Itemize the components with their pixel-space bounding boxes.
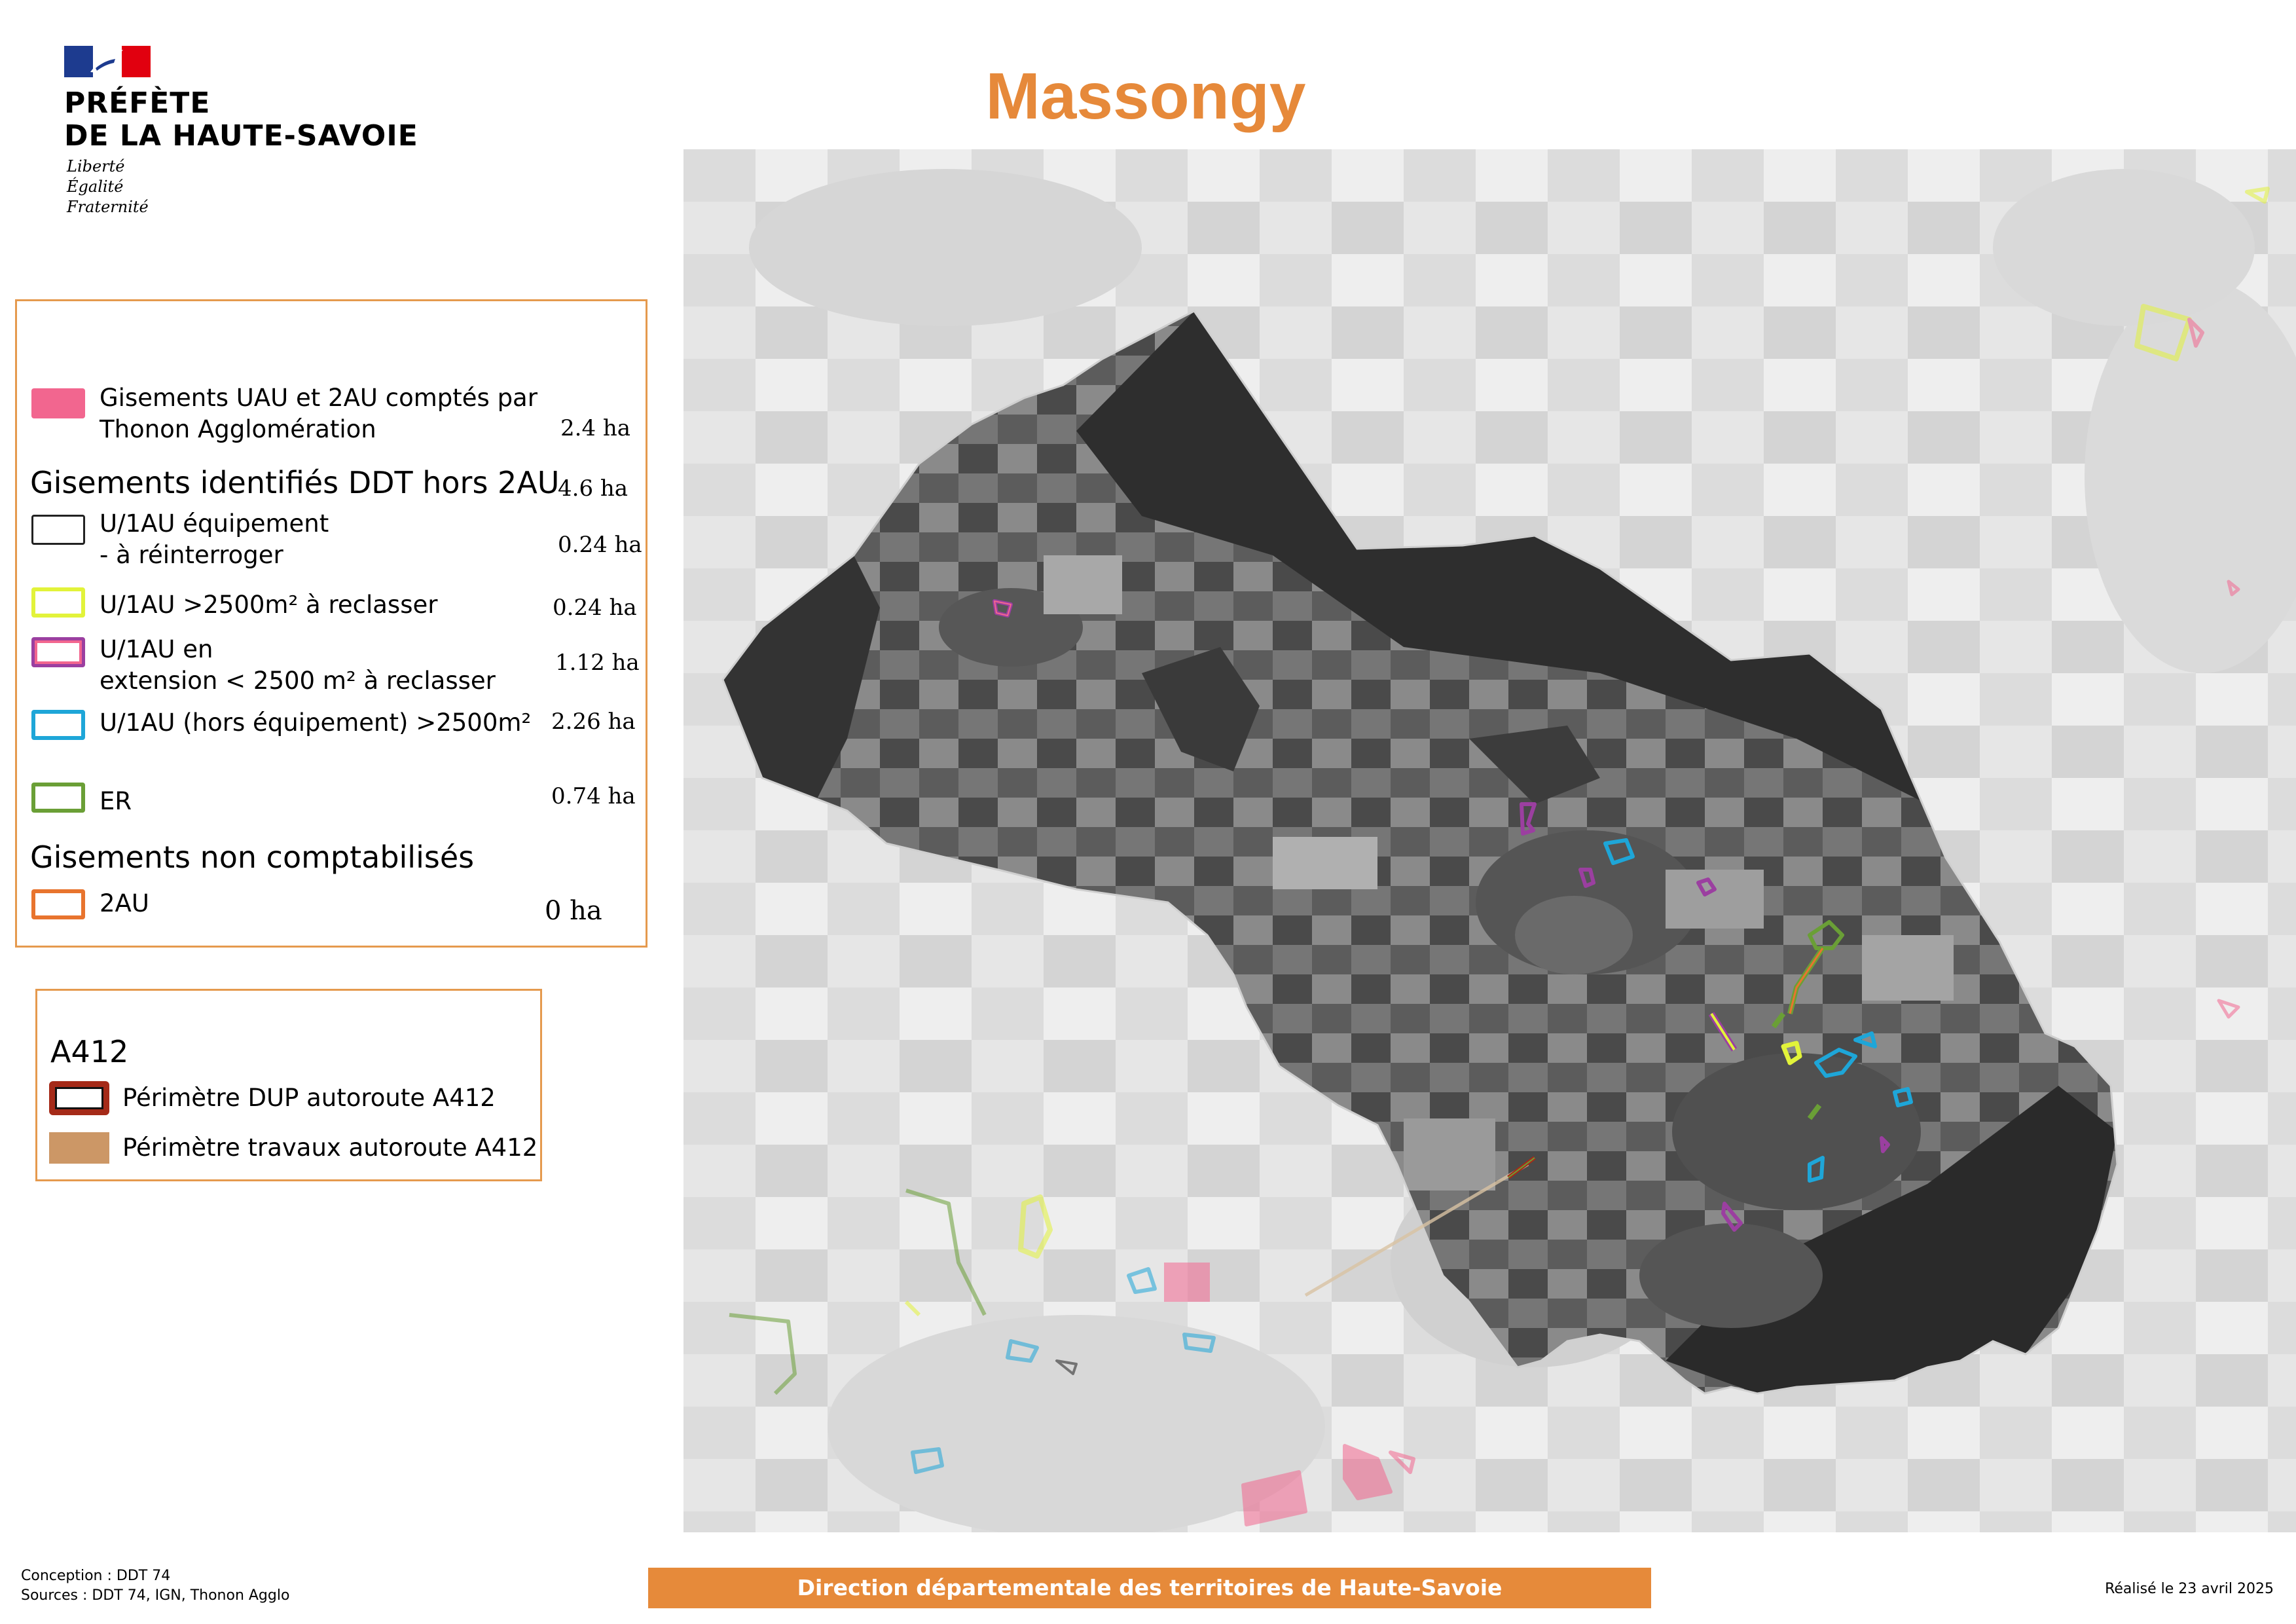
legend-a412-panel: A412 Périmètre DUP autoroute A412 Périmè… — [35, 989, 542, 1181]
legend-label-travaux: Périmètre travaux autoroute A412 — [122, 1134, 538, 1162]
motto-fraternite: Fraternité — [67, 198, 149, 216]
legend-label-equipement-line2: - à réinterroger — [100, 541, 283, 569]
conception-credit: Conception : DDT 74 — [21, 1568, 171, 1584]
prefecture-name-line2: DE LA HAUTE-SAVOIE — [64, 119, 418, 153]
legend-label-equipement-line1: U/1AU équipement — [100, 509, 329, 538]
prefecture-name-line1: PRÉFÈTE — [64, 86, 211, 120]
orthophoto-map — [683, 149, 2296, 1532]
legend-label-reclasser: U/1AU >2500m² à reclasser — [100, 591, 438, 619]
legend-value-2au: 0 ha — [545, 896, 602, 926]
legend-swatch-travaux — [49, 1132, 109, 1164]
legend-value-hors-equipement: 2.26 ha — [551, 709, 636, 735]
legend-label-hors-equipement: U/1AU (hors équipement) >2500m² — [100, 709, 532, 737]
credits: Conception : DDT 74 Sources : DDT 74, IG… — [21, 1566, 289, 1606]
sources-credit: Sources : DDT 74, IGN, Thonon Agglo — [21, 1587, 290, 1604]
legend-swatch-thonon-fill — [31, 388, 85, 418]
legend-value-reclasser: 0.24 ha — [553, 595, 637, 621]
legend-label-dup: Périmètre DUP autoroute A412 — [122, 1084, 496, 1112]
legend-value-extension: 1.12 ha — [555, 650, 640, 676]
legend-value-thonon: 2.4 ha — [560, 415, 631, 441]
legend-label-extension-line1: U/1AU en — [100, 635, 213, 663]
legend-swatch-dup — [49, 1081, 109, 1115]
legend-label-er: ER — [100, 787, 132, 815]
legend-swatch-extension — [31, 637, 85, 667]
legend-swatch-reclasser — [31, 587, 85, 618]
legend-value-equipement: 0.24 ha — [558, 532, 642, 558]
map-title: Massongy — [985, 60, 1306, 133]
legend-swatch-2au — [31, 889, 85, 919]
marianne-flag-icon — [64, 46, 151, 77]
legend-label-thonon-line2: Thonon Agglomération — [100, 415, 376, 443]
map-view[interactable] — [683, 149, 2296, 1532]
motto-egalite: Égalité — [67, 177, 124, 196]
legend-swatch-er — [31, 783, 85, 813]
motto-liberte: Liberté — [67, 157, 125, 175]
legend-swatch-hors-equipement — [31, 710, 85, 740]
made-on-date: Réalisé le 23 avril 2025 — [2105, 1581, 2274, 1597]
legend-heading-non-comptabilises: Gisements non comptabilisés — [30, 840, 475, 875]
legend-heading-ddt: Gisements identifiés DDT hors 2AU — [30, 465, 560, 500]
legend-label-2au: 2AU — [100, 889, 149, 917]
legend-label-thonon-line1: Gisements UAU et 2AU comptés par — [100, 384, 538, 412]
legend-a412-title: A412 — [50, 1034, 129, 1069]
legend-value-ddt-total: 4.6 ha — [558, 475, 629, 502]
prefecture-logo: PRÉFÈTE DE LA HAUTE-SAVOIE Liberté Égali… — [64, 46, 457, 223]
legend-panel: Gisements UAU et 2AU comptés par Thonon … — [15, 299, 647, 948]
legend-value-er: 0.74 ha — [551, 783, 636, 809]
legend-swatch-equipement — [31, 515, 85, 545]
footer-banner: Direction départementale des territoires… — [648, 1568, 1651, 1608]
legend-label-extension-line2: extension < 2500 m² à reclasser — [100, 667, 496, 695]
